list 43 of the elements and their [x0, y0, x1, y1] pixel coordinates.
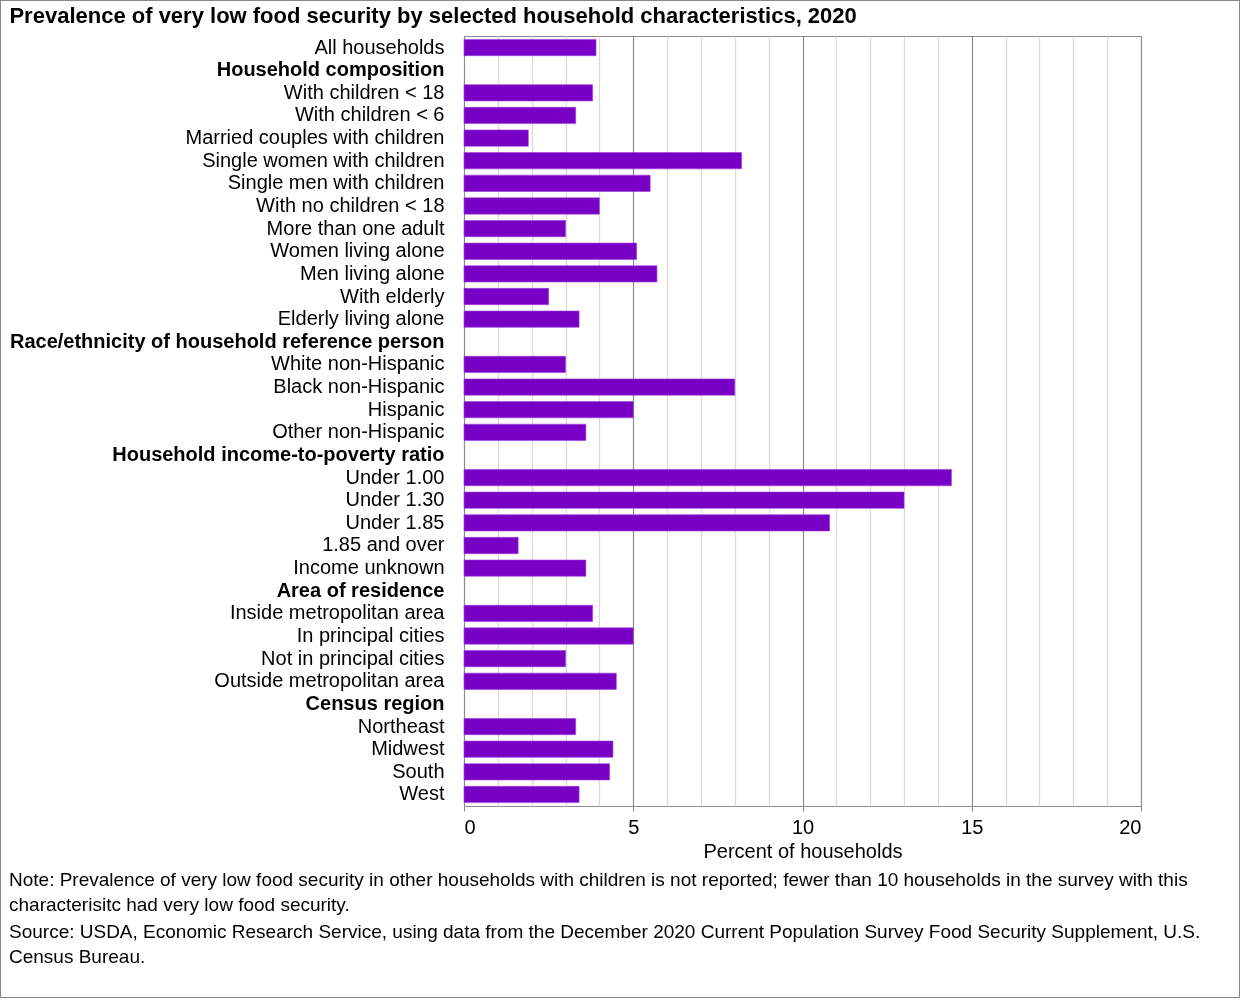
y-tick-label: Black non-Hispanic: [273, 375, 445, 398]
y-tick-label: Northeast: [357, 714, 445, 737]
y-tick-label: With children < 6: [294, 103, 445, 126]
y-tick-label: With elderly: [340, 284, 445, 307]
source-note: Source: USDA, Economic Research Service, using data from the December 2020 Current Population Survey Food Security Supplement, U.S. Census Bureau.: [9, 920, 1202, 969]
y-tick-label: Hispanic: [367, 397, 445, 420]
y-tick-label: Outside metropolitan area: [214, 669, 446, 692]
y-tick-label: West: [399, 782, 445, 805]
y-tick-label: In principal cities: [296, 624, 445, 647]
y-tick-label: Other non-Hispanic: [272, 420, 445, 443]
x-tick-label: 0: [464, 815, 476, 838]
x-tick-label: 10: [791, 815, 815, 838]
y-tick-label: Women living alone: [270, 239, 445, 262]
y-tick-label: Household income-to-poverty ratio: [112, 442, 445, 465]
y-tick-label: With no children < 18: [256, 193, 445, 216]
y-tick-label: Under 1.30: [345, 488, 445, 511]
y-tick-label: White non-Hispanic: [271, 352, 445, 375]
y-tick-label: 1.85 and over: [322, 533, 445, 556]
y-tick-label: All households: [314, 35, 445, 58]
y-tick-label: Not in principal cities: [261, 646, 445, 669]
y-tick-label: Men living alone: [299, 261, 445, 284]
y-tick-label: Single men with children: [227, 171, 445, 194]
text: Note: Prevalence of very low food security in other households with children is not reported; fewer than 10 households in the survey with this characterisitc had very low food security.: [9, 868, 1189, 917]
y-tick-label: Income unknown: [293, 556, 445, 579]
y-tick-label: With children < 18: [283, 80, 445, 103]
y-tick-label: More than one adult: [266, 216, 445, 239]
y-tick-label: Married couples with children: [185, 126, 445, 149]
y-tick-label: Elderly living alone: [277, 307, 445, 330]
y-tick-label: Inside metropolitan area: [229, 601, 446, 624]
y-tick-label: Under 1.85: [345, 510, 445, 533]
y-tick-label: Race/ethnicity of household reference person: [9, 329, 445, 352]
y-tick-label: Single women with children: [202, 148, 445, 171]
y-tick-label: Area of residence: [276, 578, 445, 601]
y-tick-label: Under 1.00: [345, 465, 445, 488]
x-tick-label: 5: [628, 815, 640, 838]
x-axis-title: Percent of households: [703, 839, 903, 862]
x-tick-label: 15: [961, 815, 984, 838]
y-tick-label: Household composition: [216, 58, 445, 81]
x-tick-label: 20: [1119, 815, 1142, 838]
y-tick-label: South: [392, 759, 445, 782]
chart-title: Prevalence of very low food security by selected household characteristics, 2020: [9, 3, 857, 28]
y-tick-label: Midwest: [371, 737, 445, 760]
y-tick-label: Census region: [305, 691, 445, 714]
